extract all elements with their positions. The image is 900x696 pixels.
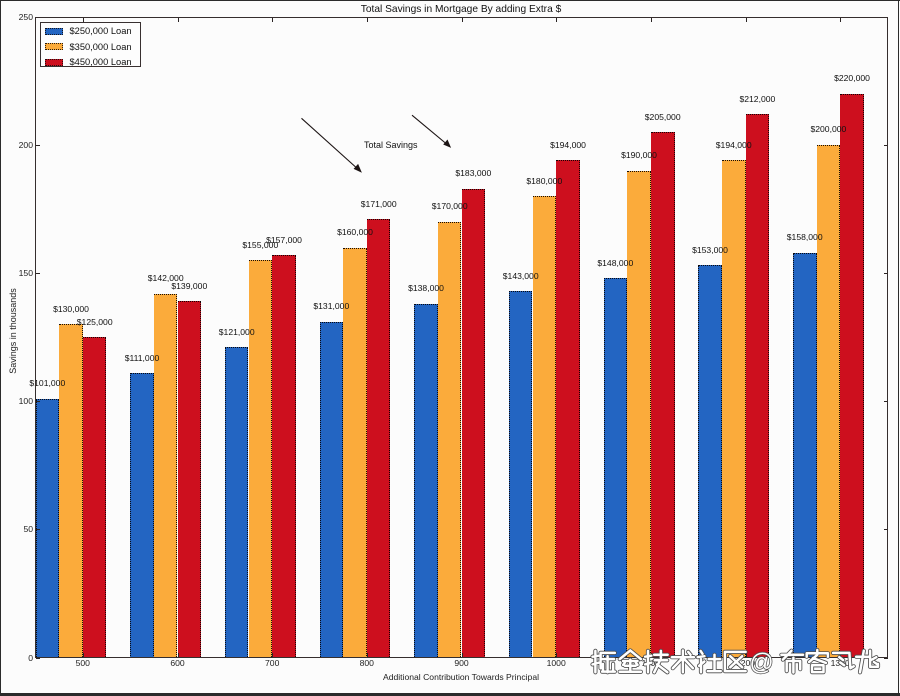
svg-text:@: @ xyxy=(749,649,773,676)
